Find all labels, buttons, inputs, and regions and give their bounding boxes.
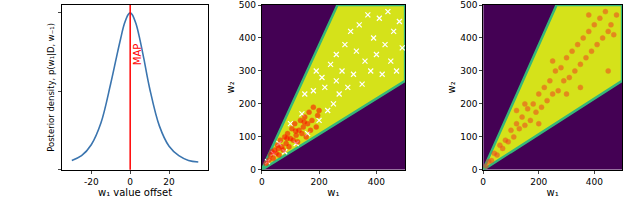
svg-text:200: 200 bbox=[239, 99, 256, 109]
svg-text:200: 200 bbox=[460, 99, 477, 109]
svg-text:300: 300 bbox=[239, 66, 256, 76]
svg-text:100: 100 bbox=[239, 132, 256, 142]
svg-text:w₁: w₁ bbox=[547, 187, 559, 198]
svg-text:500: 500 bbox=[239, 0, 256, 10]
svg-text:100: 100 bbox=[460, 132, 477, 142]
svg-text:400: 400 bbox=[460, 33, 477, 43]
svg-text:500: 500 bbox=[460, 0, 477, 10]
svg-text:200: 200 bbox=[530, 177, 547, 187]
svg-text:400: 400 bbox=[586, 177, 603, 187]
svg-text:0: 0 bbox=[127, 177, 133, 187]
svg-text:0: 0 bbox=[480, 177, 486, 187]
svg-text:Posterior density, p(w₁|D, w₋₁: Posterior density, p(w₁|D, w₋₁) bbox=[46, 23, 56, 152]
svg-text:MAP: MAP bbox=[132, 44, 143, 66]
svg-text:300: 300 bbox=[460, 66, 477, 76]
svg-text:200: 200 bbox=[311, 177, 328, 187]
svg-text:-20: -20 bbox=[84, 177, 99, 187]
svg-text:0: 0 bbox=[472, 165, 478, 175]
svg-text:w₁ value offset: w₁ value offset bbox=[98, 187, 172, 198]
svg-text:w₂: w₂ bbox=[225, 81, 236, 93]
svg-text:0: 0 bbox=[259, 177, 265, 187]
svg-text:0: 0 bbox=[250, 165, 256, 175]
svg-text:w₂: w₂ bbox=[446, 81, 457, 93]
svg-text:w₁: w₁ bbox=[327, 187, 339, 198]
svg-text:400: 400 bbox=[368, 177, 385, 187]
svg-text:20: 20 bbox=[163, 177, 175, 187]
svg-text:400: 400 bbox=[239, 33, 256, 43]
